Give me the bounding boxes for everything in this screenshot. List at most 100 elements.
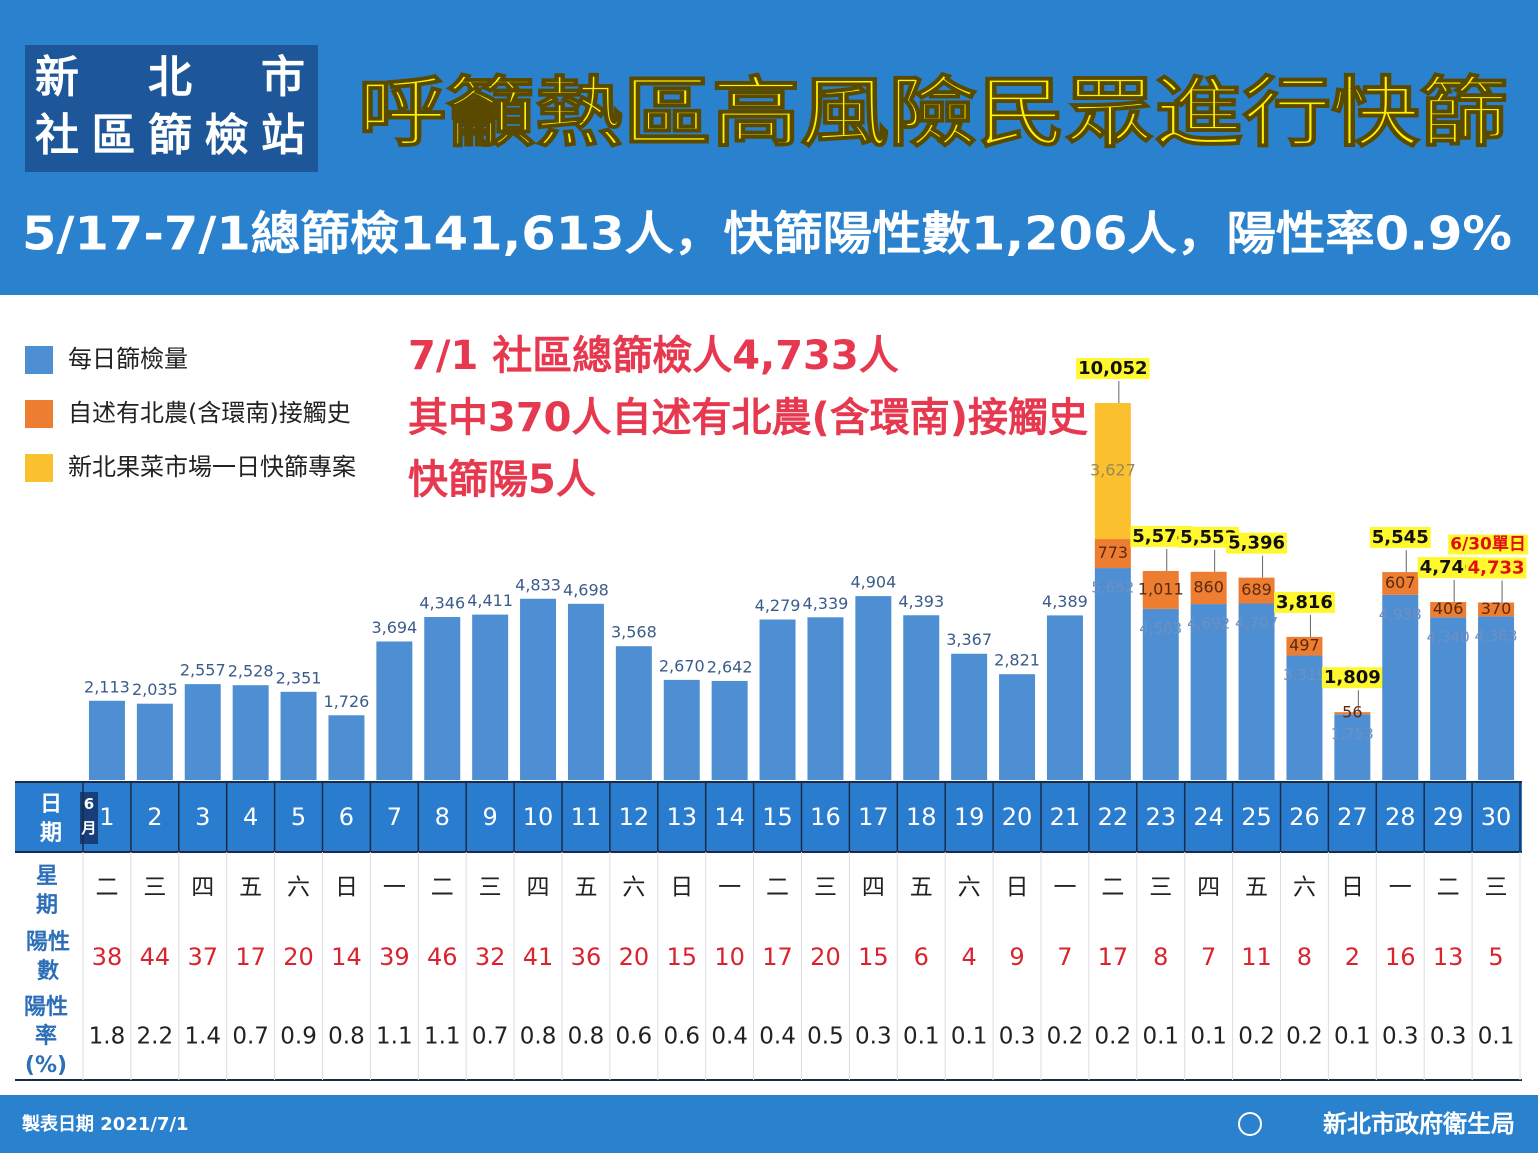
bar-segment (232, 685, 269, 780)
badge-bg (25, 45, 318, 172)
positive-rate: 0.2 (1095, 1024, 1132, 1050)
bar-segment (136, 703, 173, 780)
value-label: 689 (1241, 580, 1272, 599)
positives: 4 (962, 943, 977, 971)
date-label: 12 (619, 803, 650, 831)
positives: 14 (331, 943, 362, 971)
value-label: 4,904 (850, 573, 896, 592)
date-label: 3 (195, 803, 210, 831)
value-label: 4,279 (755, 596, 801, 615)
value-label: 4,411 (467, 591, 513, 610)
date-label: 1 (99, 803, 114, 831)
date-label: 28 (1385, 803, 1416, 831)
weekday: 三 (814, 875, 837, 901)
total-label: 5,552 (1180, 527, 1237, 548)
positive-rate: 1.1 (424, 1024, 461, 1050)
total-label: 5,545 (1372, 527, 1429, 548)
weekday: 六 (287, 875, 310, 901)
positive-rate: 0.1 (1334, 1024, 1371, 1050)
total-label-bg (1465, 557, 1527, 579)
legend-label: 每日篩檢量 (68, 345, 188, 373)
bar-segment (328, 715, 365, 780)
legend-swatch (25, 346, 53, 374)
bar-segment (567, 603, 604, 780)
value-label: 4,393 (898, 592, 944, 611)
bar-segment (1286, 655, 1323, 780)
bar-segment (1382, 594, 1419, 780)
weekday: 六 (622, 875, 645, 901)
value-label: 2,035 (132, 680, 178, 699)
positives: 37 (187, 943, 218, 971)
positives: 11 (1241, 943, 1272, 971)
bar-segment (1334, 712, 1371, 715)
date-label: 20 (1002, 803, 1033, 831)
legend-swatch (25, 400, 53, 428)
date-label: 27 (1337, 803, 1368, 831)
weekday: 四 (1197, 875, 1220, 901)
annotation: 其中370人自述有北農(含環南)接觸史 (408, 395, 1088, 441)
row-header: 日期 (39, 792, 62, 846)
value-label: 2,642 (707, 657, 753, 676)
value-label: 2,113 (84, 677, 130, 696)
bar-segment (1478, 616, 1515, 780)
date-label: 29 (1433, 803, 1464, 831)
weekday: 一 (1389, 875, 1412, 901)
positives: 15 (666, 943, 697, 971)
positive-rate: 0.7 (472, 1024, 509, 1050)
positive-rate: 0.3 (855, 1024, 892, 1050)
weekday: 三 (1149, 875, 1172, 901)
total-label: 3,816 (1276, 592, 1333, 613)
value-label: 370 (1481, 599, 1512, 618)
positive-rate: 0.5 (807, 1024, 844, 1050)
value-label: 56 (1342, 703, 1362, 722)
annotation: 快篩陽5人 (408, 457, 596, 503)
date-label: 21 (1050, 803, 1081, 831)
bar-segment (1094, 568, 1131, 780)
legend-label: 自述有北農(含環南)接觸史 (68, 399, 351, 427)
value-label: 4,833 (515, 575, 561, 594)
positives: 16 (1385, 943, 1416, 971)
weekday: 一 (718, 875, 741, 901)
weekday: 日 (1006, 875, 1029, 901)
agency-logo (1238, 1112, 1262, 1136)
bar-segment (376, 641, 413, 780)
value-label: 2,557 (180, 661, 226, 680)
value-label: 607 (1385, 573, 1416, 592)
positives: 20 (810, 943, 841, 971)
bar-segment (520, 598, 557, 780)
positives: 13 (1433, 943, 1464, 971)
footer-date: 製表日期 2021/7/1 (21, 1113, 189, 1135)
bar-segment (663, 679, 700, 780)
total-label: 1,809 (1324, 667, 1381, 688)
footer-bg (0, 1095, 1538, 1153)
bar-segment (711, 680, 748, 780)
positive-rate: 0.1 (1142, 1024, 1179, 1050)
value-label: 1,753 (1331, 725, 1374, 743)
weekday: 四 (527, 875, 550, 901)
positive-rate: 0.7 (232, 1024, 269, 1050)
value-label: 1,726 (324, 692, 370, 711)
positive-rate: 0.1 (1190, 1024, 1227, 1050)
positive-rate: 1.1 (376, 1024, 413, 1050)
bar-segment (1286, 636, 1323, 656)
positives: 20 (619, 943, 650, 971)
weekday: 二 (95, 875, 118, 901)
total-label-bg (1178, 526, 1240, 548)
positive-rate: 0.3 (1382, 1024, 1419, 1050)
positive-rate: 0.9 (280, 1024, 317, 1050)
value-label: 4,339 (803, 594, 849, 613)
positives: 44 (140, 943, 171, 971)
total-label-bg (1076, 358, 1150, 380)
weekday: 五 (574, 875, 597, 901)
positive-rate: 0.1 (903, 1024, 940, 1050)
badge-line: 社區篩檢站 (35, 110, 305, 161)
positives: 41 (523, 943, 554, 971)
total-label-bg (1369, 527, 1431, 549)
date-label: 6 (339, 803, 354, 831)
bar-segment (1238, 577, 1275, 604)
date-label: 9 (483, 803, 498, 831)
total-label: 4,733 (1468, 558, 1525, 579)
total-label: 4,746 (1420, 557, 1477, 578)
bar-segment (1142, 608, 1179, 780)
bar-segment (1334, 714, 1371, 780)
